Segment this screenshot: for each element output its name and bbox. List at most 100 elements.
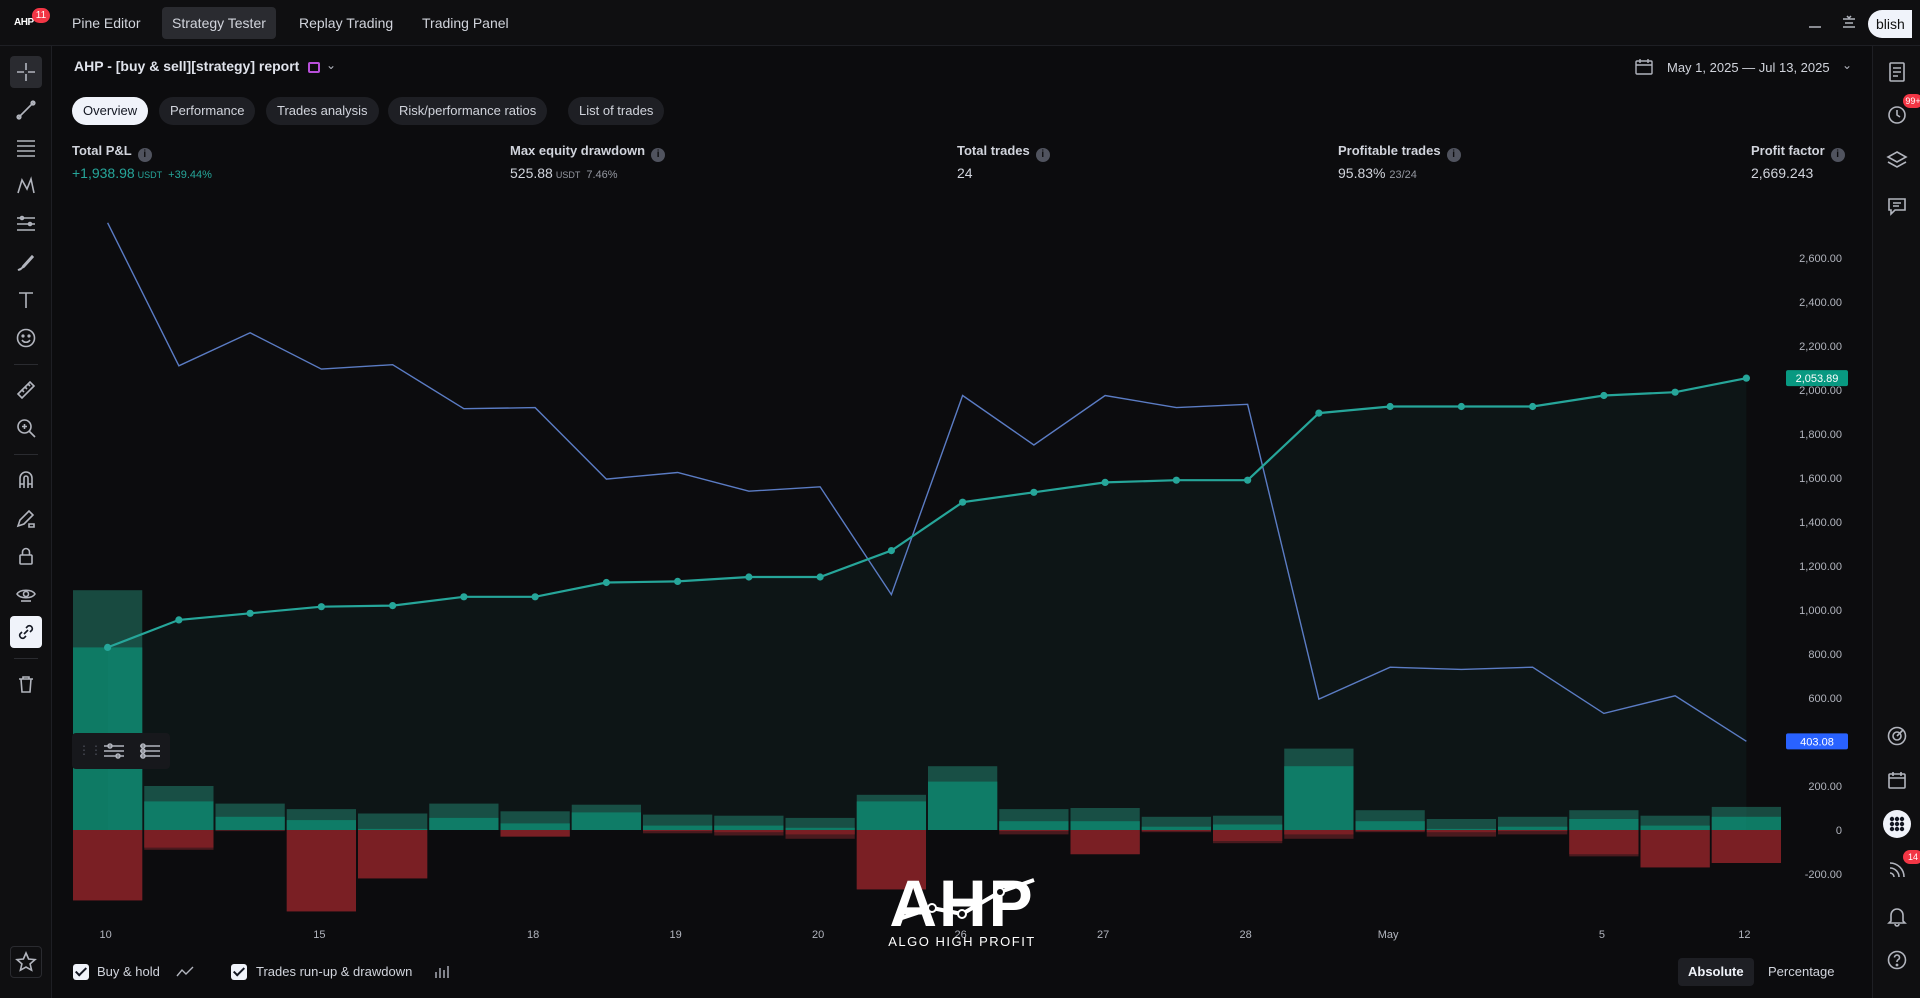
equity-point [317, 603, 325, 611]
lock-icon[interactable] [10, 540, 42, 572]
tab-trading-panel[interactable]: Trading Panel [422, 15, 509, 31]
runup-bar-inner [1569, 819, 1639, 830]
tab-overview[interactable]: Overview [72, 97, 149, 125]
layers-icon[interactable] [1883, 146, 1911, 174]
info-icon[interactable]: i [1035, 148, 1050, 162]
x-tick-label: 18 [527, 929, 539, 941]
info-icon[interactable]: i [1446, 148, 1461, 162]
broadcast-icon[interactable]: 14 [1883, 850, 1920, 884]
svg-text:ALGO HIGH PROFIT: ALGO HIGH PROFIT [888, 934, 1036, 949]
drawdown-bar-inner [500, 830, 570, 837]
equity-point [246, 609, 254, 617]
profit-factor-value: 2,669.243 [1751, 165, 1814, 181]
drawdown-bar [643, 830, 713, 834]
equity-point [602, 578, 610, 587]
alerts-badge: 99+ [1903, 94, 1920, 108]
equity-point [816, 573, 824, 581]
calendar-icon[interactable] [1883, 766, 1911, 794]
drag-handle-icon[interactable]: ⋮⋮ [78, 743, 102, 757]
tab-replay-trading[interactable]: Replay Trading [299, 15, 394, 31]
tab-risk-performance-ratios[interactable]: Risk/performance ratios [388, 97, 548, 125]
y-tick-label: 2,600.00 [1799, 253, 1842, 265]
runup-bar [1070, 808, 1140, 830]
drawdown-bar-inner [1426, 830, 1496, 833]
text-icon[interactable] [10, 284, 42, 316]
bell-icon[interactable] [1883, 902, 1911, 930]
runup-bar [1355, 810, 1425, 830]
info-icon[interactable]: i [651, 148, 666, 162]
svg-text:AHP: AHP [889, 868, 1034, 940]
tab-pine-editor[interactable]: Pine Editor [72, 15, 141, 31]
publish-button[interactable]: blish [1868, 10, 1912, 38]
drawdown-bar-inner [358, 830, 428, 879]
help-icon[interactable] [1883, 946, 1911, 974]
y-tick-label: 1,600.00 [1799, 473, 1842, 485]
percentage-button[interactable]: Percentage [1768, 964, 1835, 979]
drawdown-bar-inner [643, 830, 713, 832]
chevron-down-icon[interactable]: ⌄ [326, 58, 337, 72]
buyhold-last-value-tag: 403.08 [1800, 736, 1834, 748]
equity-point [1671, 388, 1679, 396]
crosshair-icon[interactable] [10, 56, 42, 88]
trades-runup-label[interactable]: Trades run-up & drawdown [256, 964, 413, 979]
runup-bar [1569, 810, 1639, 830]
equity-point [1030, 488, 1038, 496]
date-range[interactable]: May 1, 2025 — Jul 13, 2025 [1667, 60, 1830, 75]
apps-grid-icon[interactable] [1883, 810, 1911, 838]
report-title[interactable]: AHP - [buy & sell][strategy] report [74, 58, 300, 74]
equity-point [1315, 409, 1323, 417]
app-logo[interactable]: AHP [14, 17, 34, 28]
x-tick-label: 5 [1599, 929, 1605, 941]
pattern-icon[interactable] [10, 170, 42, 202]
watchlist-icon[interactable] [1883, 58, 1911, 86]
runup-bar-inner [571, 812, 641, 830]
drawdown-bar [785, 830, 855, 839]
fib-retracement-icon[interactable] [10, 132, 42, 164]
y-tick-label: 200.00 [1808, 781, 1842, 793]
info-icon[interactable]: i [137, 148, 152, 162]
eye-icon[interactable] [10, 578, 42, 610]
toolbar-divider [14, 658, 38, 659]
target-icon[interactable] [1883, 722, 1911, 750]
buy-hold-checkbox[interactable] [73, 964, 89, 980]
chevron-down-icon[interactable]: ⌄ [1842, 58, 1853, 72]
drawdown-bar [73, 830, 143, 901]
runup-bar-inner [429, 817, 499, 830]
absolute-button[interactable]: Absolute [1678, 958, 1754, 986]
minimize-icon[interactable] [1806, 14, 1824, 32]
trades-runup-checkbox[interactable] [231, 964, 247, 980]
runup-bar [1284, 748, 1354, 830]
chart-settings-icon[interactable] [102, 741, 126, 761]
alerts-clock-icon[interactable]: 99+ [1883, 94, 1920, 128]
max-drawdown-value: 525.88 USDT 7.46% [510, 165, 618, 181]
tab-list-of-trades[interactable]: List of trades [568, 97, 665, 125]
calendar-icon[interactable] [1634, 57, 1654, 77]
zoom-in-icon[interactable] [10, 412, 42, 444]
maximize-panel-icon[interactable] [1840, 14, 1858, 32]
ruler-icon[interactable] [10, 374, 42, 406]
drawdown-bar [500, 830, 570, 837]
tab-strategy-tester[interactable]: Strategy Tester [162, 7, 276, 39]
buy-hold-label[interactable]: Buy & hold [97, 964, 160, 979]
tab-performance[interactable]: Performance [159, 97, 256, 125]
equity-point [1172, 476, 1180, 484]
drawdown-bar-inner [1141, 830, 1211, 832]
line-chart-icon [176, 966, 194, 977]
chat-icon[interactable] [1883, 192, 1911, 220]
runup-bar [144, 786, 214, 830]
info-icon[interactable]: i [1830, 148, 1845, 162]
tab-trades-analysis[interactable]: Trades analysis [266, 97, 379, 125]
equity-point [1742, 374, 1750, 382]
magnet-icon[interactable] [10, 464, 42, 496]
favorites-star-icon[interactable] [10, 946, 42, 978]
trend-line-icon[interactable] [10, 94, 42, 126]
prediction-icon[interactable] [10, 208, 42, 240]
runup-bar-inner [999, 821, 1069, 830]
link-icon[interactable] [10, 616, 42, 648]
brush-icon[interactable] [10, 246, 42, 278]
emoji-icon[interactable] [10, 322, 42, 354]
equity-point [1101, 478, 1109, 486]
pencil-lock-icon[interactable] [10, 502, 42, 534]
trash-icon[interactable] [10, 668, 42, 700]
chart-list-icon[interactable] [138, 741, 162, 761]
